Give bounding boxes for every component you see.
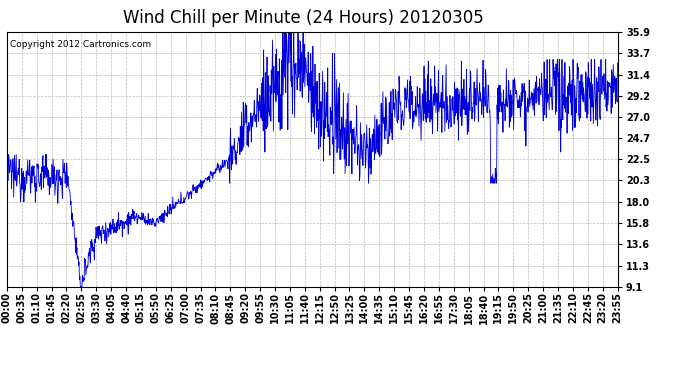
Text: Copyright 2012 Cartronics.com: Copyright 2012 Cartronics.com <box>10 39 151 48</box>
Text: Wind Chill per Minute (24 Hours) 20120305: Wind Chill per Minute (24 Hours) 2012030… <box>124 9 484 27</box>
